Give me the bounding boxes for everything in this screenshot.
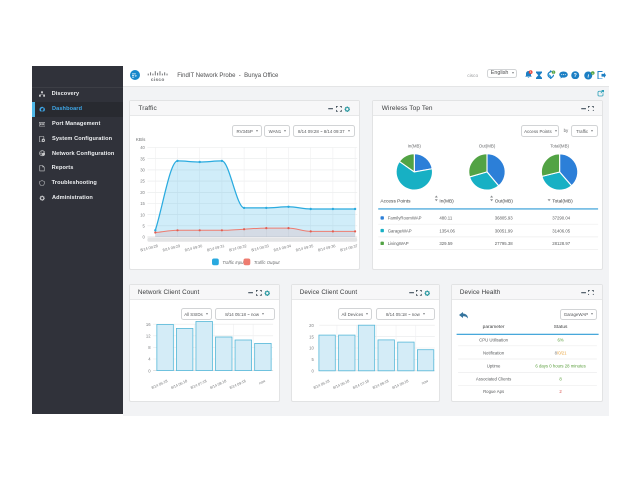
svg-text:0: 0 (149, 368, 152, 373)
svg-text:27795.38: 27795.38 (494, 241, 513, 246)
svg-text:8/14 09:31: 8/14 09:31 (207, 244, 225, 253)
svg-text:0: 0 (143, 234, 146, 239)
svg-text:LivingWAP: LivingWAP (387, 241, 408, 246)
svg-text:20: 20 (309, 323, 314, 328)
svg-text:8/14 08:18: 8/14 08:18 (372, 379, 389, 390)
svg-text:1354.06: 1354.06 (439, 228, 455, 233)
svg-text:Notification: Notification (483, 350, 505, 355)
svg-text:Traffic Input: Traffic Input (223, 260, 246, 265)
svg-text:8: 8 (149, 345, 152, 350)
svg-text:2: 2 (560, 389, 563, 394)
svg-text:15: 15 (309, 334, 314, 339)
svg-text:8/14 09:28: 8/14 09:28 (140, 244, 158, 253)
svg-text:37290.04: 37290.04 (552, 215, 571, 220)
svg-text:8/14 09:35: 8/14 09:35 (296, 244, 314, 253)
svg-text:6%: 6% (558, 338, 564, 343)
svg-text:i: i (587, 73, 589, 79)
svg-text:Rogue Aps: Rogue Aps (483, 389, 504, 394)
svg-text:8/14 05:18: 8/14 05:18 (313, 379, 330, 390)
svg-text:8/14 09:29: 8/14 09:29 (163, 244, 181, 253)
svg-text:8/14 09:32: 8/14 09:32 (229, 244, 247, 253)
svg-text:30051.99: 30051.99 (494, 228, 513, 233)
svg-text:6 days 0 hours 28 minutes: 6 days 0 hours 28 minutes (536, 363, 586, 368)
svg-text:8/14 08:18: 8/14 08:18 (210, 379, 227, 390)
svg-text:20: 20 (141, 190, 146, 195)
svg-text:5: 5 (312, 357, 315, 362)
svg-text:28128.97: 28128.97 (552, 241, 571, 246)
svg-text:Out(MB): Out(MB) (494, 198, 513, 204)
svg-text:8/14 05:18: 8/14 05:18 (151, 379, 168, 390)
svg-text:FamilyRoomWAP: FamilyRoomWAP (387, 215, 421, 220)
svg-text:Uptime: Uptime (487, 363, 501, 368)
svg-text:8/14 09:18: 8/14 09:18 (229, 379, 246, 390)
svg-text:15: 15 (141, 201, 146, 206)
svg-text:In(MB): In(MB) (439, 198, 454, 204)
svg-text:Traffic Output: Traffic Output (254, 260, 281, 265)
svg-text:30: 30 (141, 167, 146, 172)
svg-text:now: now (421, 379, 429, 386)
svg-text:8/14 09:18: 8/14 09:18 (392, 379, 409, 390)
svg-text:8/14 09:33: 8/14 09:33 (251, 244, 269, 253)
svg-text:35: 35 (141, 156, 146, 161)
svg-text:+: + (592, 71, 594, 75)
svg-text:Access Points: Access Points (380, 198, 411, 204)
svg-text:40: 40 (141, 145, 146, 150)
svg-text:cisco: cisco (151, 77, 165, 82)
svg-text:Total(MB): Total(MB) (552, 198, 573, 204)
svg-text:Out(MB): Out(MB) (479, 143, 496, 148)
svg-text:8/14 07:18: 8/14 07:18 (352, 379, 369, 390)
svg-text:480.11: 480.11 (439, 215, 452, 220)
svg-text:5: 5 (143, 223, 146, 228)
svg-text:GarageWAP: GarageWAP (387, 228, 411, 233)
svg-text:16: 16 (146, 322, 151, 327)
svg-text:8/14 09:37: 8/14 09:37 (340, 244, 358, 253)
svg-text:8/14 09:30: 8/14 09:30 (185, 244, 203, 253)
svg-text:8/14 07:18: 8/14 07:18 (190, 379, 207, 390)
svg-text:10: 10 (309, 346, 314, 351)
svg-text:8/14 06:18: 8/14 06:18 (171, 379, 188, 390)
svg-text:329.59: 329.59 (439, 241, 453, 246)
svg-text:8/0/21: 8/0/21 (555, 350, 568, 355)
svg-text:36805.93: 36805.93 (494, 215, 513, 220)
svg-text:CPU Utilisation: CPU Utilisation (480, 338, 510, 343)
svg-text:In(MB): In(MB) (408, 143, 422, 148)
svg-text:Total(MB): Total(MB) (550, 143, 569, 148)
svg-text:1: 1 (530, 70, 532, 74)
svg-text:10: 10 (141, 212, 146, 217)
svg-text:8/14 09:34: 8/14 09:34 (274, 244, 292, 253)
svg-text:8/14 06:18: 8/14 06:18 (333, 379, 350, 390)
svg-text:31406.05: 31406.05 (552, 228, 571, 233)
svg-text:Status: Status (554, 324, 568, 330)
svg-text:12: 12 (146, 334, 151, 339)
svg-text:0: 0 (312, 369, 315, 374)
svg-text:2: 2 (553, 70, 555, 74)
svg-text:8: 8 (560, 376, 563, 381)
svg-text:25: 25 (141, 178, 146, 183)
svg-text:?: ? (574, 73, 577, 79)
svg-text:now: now (259, 379, 267, 386)
svg-text:8/14 09:36: 8/14 09:36 (318, 244, 336, 253)
svg-text:4: 4 (149, 357, 152, 362)
svg-text:Associated Clients: Associated Clients (476, 376, 511, 381)
svg-text:parameter: parameter (483, 324, 505, 330)
